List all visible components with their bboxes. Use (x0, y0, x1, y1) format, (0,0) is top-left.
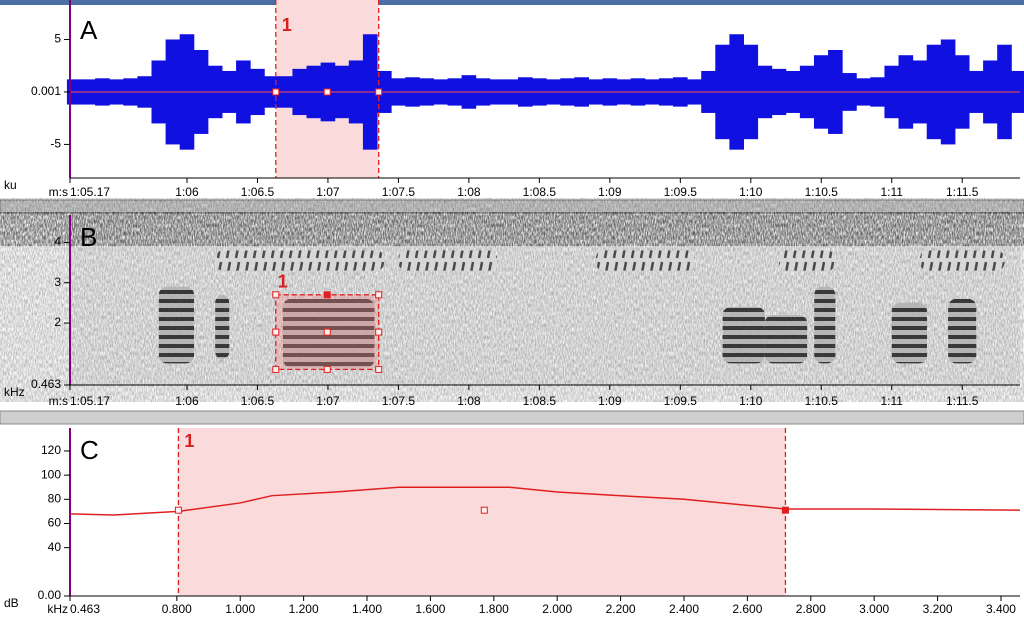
selection-handle (272, 365, 280, 373)
selection-label: 1 (184, 431, 194, 451)
spectrogram-event (595, 250, 695, 271)
y-tick-label: 100 (41, 467, 61, 481)
selection-handle (781, 506, 789, 514)
selection-handle (323, 88, 331, 96)
panel-label: C (80, 435, 99, 465)
y-tick-label: 3 (54, 275, 61, 289)
x-tick-label: 2.200 (606, 602, 636, 616)
y-tick-label: 0.00 (38, 588, 62, 602)
x-tick-label: 1:08 (457, 394, 481, 408)
panel-divider (0, 199, 1024, 214)
selection-handle (323, 328, 331, 336)
selection-handle (375, 291, 383, 299)
x-tick-label: 1:10 (739, 394, 763, 408)
x-tick-label: 1:08.5 (523, 185, 557, 199)
x-axis-label: m:s (49, 394, 68, 408)
x-tick-label: 1:07.5 (382, 185, 416, 199)
x-tick-label: 3.000 (859, 602, 889, 616)
x-tick-label: 0.463 (70, 602, 100, 616)
x-tick-label: 1:11.5 (946, 185, 979, 199)
spectrogram-event (158, 286, 195, 364)
x-tick-label: 1.200 (289, 602, 319, 616)
y-axis-label: ku (4, 178, 17, 192)
spectrogram-event (814, 286, 836, 364)
y-tick-label: 2 (54, 315, 61, 329)
x-tick-label: 1:08 (457, 185, 481, 199)
spectrogram-noise (70, 215, 1020, 243)
y-axis-label: dB (4, 596, 19, 610)
selection-handle (323, 365, 331, 373)
x-tick-label: 3.400 (986, 602, 1016, 616)
spectrogram-event (778, 250, 836, 271)
spectrogram-event (398, 250, 498, 271)
x-axis-label: m:s (49, 185, 68, 199)
spectrogram-event (722, 306, 765, 364)
x-tick-label: 1:09.5 (664, 185, 698, 199)
y-tick-label: 80 (48, 491, 62, 505)
x-tick-label: 1:11.5 (946, 394, 979, 408)
x-axis-label: kHz (47, 602, 68, 616)
y-tick-label: 40 (48, 540, 62, 554)
x-tick-label: 0.800 (162, 602, 192, 616)
selection-handle (272, 328, 280, 336)
x-tick-label: 1:10.5 (805, 185, 839, 199)
y-tick-label: 120 (41, 443, 61, 457)
spectrogram-event (919, 250, 1005, 271)
title-bar (0, 0, 1024, 5)
y-tick-label: 0.001 (31, 84, 61, 98)
x-tick-label: 1:11 (881, 394, 904, 408)
y-tick-label: 4 (54, 235, 61, 249)
selection-handle (375, 365, 383, 373)
x-tick-label: 1:06 (175, 185, 199, 199)
x-tick-label: 1:06 (175, 394, 199, 408)
x-tick-label: 1:07 (316, 394, 340, 408)
panel-divider (0, 410, 1024, 425)
y-tick-label: -5 (50, 137, 61, 151)
x-tick-label: 1:09.5 (664, 394, 698, 408)
x-tick-label: 2.400 (669, 602, 699, 616)
selection-handle (323, 291, 331, 299)
x-tick-label: 2.600 (732, 602, 762, 616)
y-tick-label: 0.463 (31, 377, 61, 391)
x-tick-label: 1:10 (739, 185, 763, 199)
selection-handle (375, 88, 383, 96)
spectrogram-event (764, 314, 808, 364)
x-tick-label: 1.000 (225, 602, 255, 616)
x-tick-label: 1.600 (415, 602, 445, 616)
x-tick-label: 1:05.17 (70, 185, 110, 199)
x-tick-label: 1.800 (479, 602, 509, 616)
selection-label: 1 (278, 272, 288, 292)
x-tick-label: 1:06.5 (241, 185, 275, 199)
selection-label: 1 (282, 15, 292, 35)
x-tick-label: 1:07.5 (382, 394, 416, 408)
spectrogram-event (891, 302, 927, 364)
x-tick-label: 1:06.5 (241, 394, 275, 408)
panel-label: B (80, 222, 97, 252)
y-axis-label: kHz (4, 385, 25, 399)
panel-label: A (80, 15, 98, 45)
spectrogram-event (948, 298, 977, 364)
x-tick-label: 1:10.5 (805, 394, 839, 408)
x-tick-label: 1:08.5 (523, 394, 557, 408)
selection-handle (375, 328, 383, 336)
x-tick-label: 3.200 (923, 602, 953, 616)
x-tick-label: 2.800 (796, 602, 826, 616)
x-tick-label: 1:09 (598, 185, 622, 199)
spectrogram-event (215, 294, 230, 360)
x-tick-label: 1:11 (881, 185, 904, 199)
x-tick-label: 1:05.17 (70, 394, 110, 408)
selection-handle (272, 88, 280, 96)
selection-handle (272, 291, 280, 299)
selection-handle (480, 506, 488, 514)
x-tick-label: 2.000 (542, 602, 572, 616)
y-tick-label: 60 (48, 516, 62, 530)
spectrogram-event (215, 250, 385, 271)
x-tick-label: 1:09 (598, 394, 622, 408)
x-tick-label: 1:07 (316, 185, 340, 199)
x-tick-label: 1.400 (352, 602, 382, 616)
selection-handle (174, 506, 182, 514)
y-tick-label: 5 (54, 32, 61, 46)
